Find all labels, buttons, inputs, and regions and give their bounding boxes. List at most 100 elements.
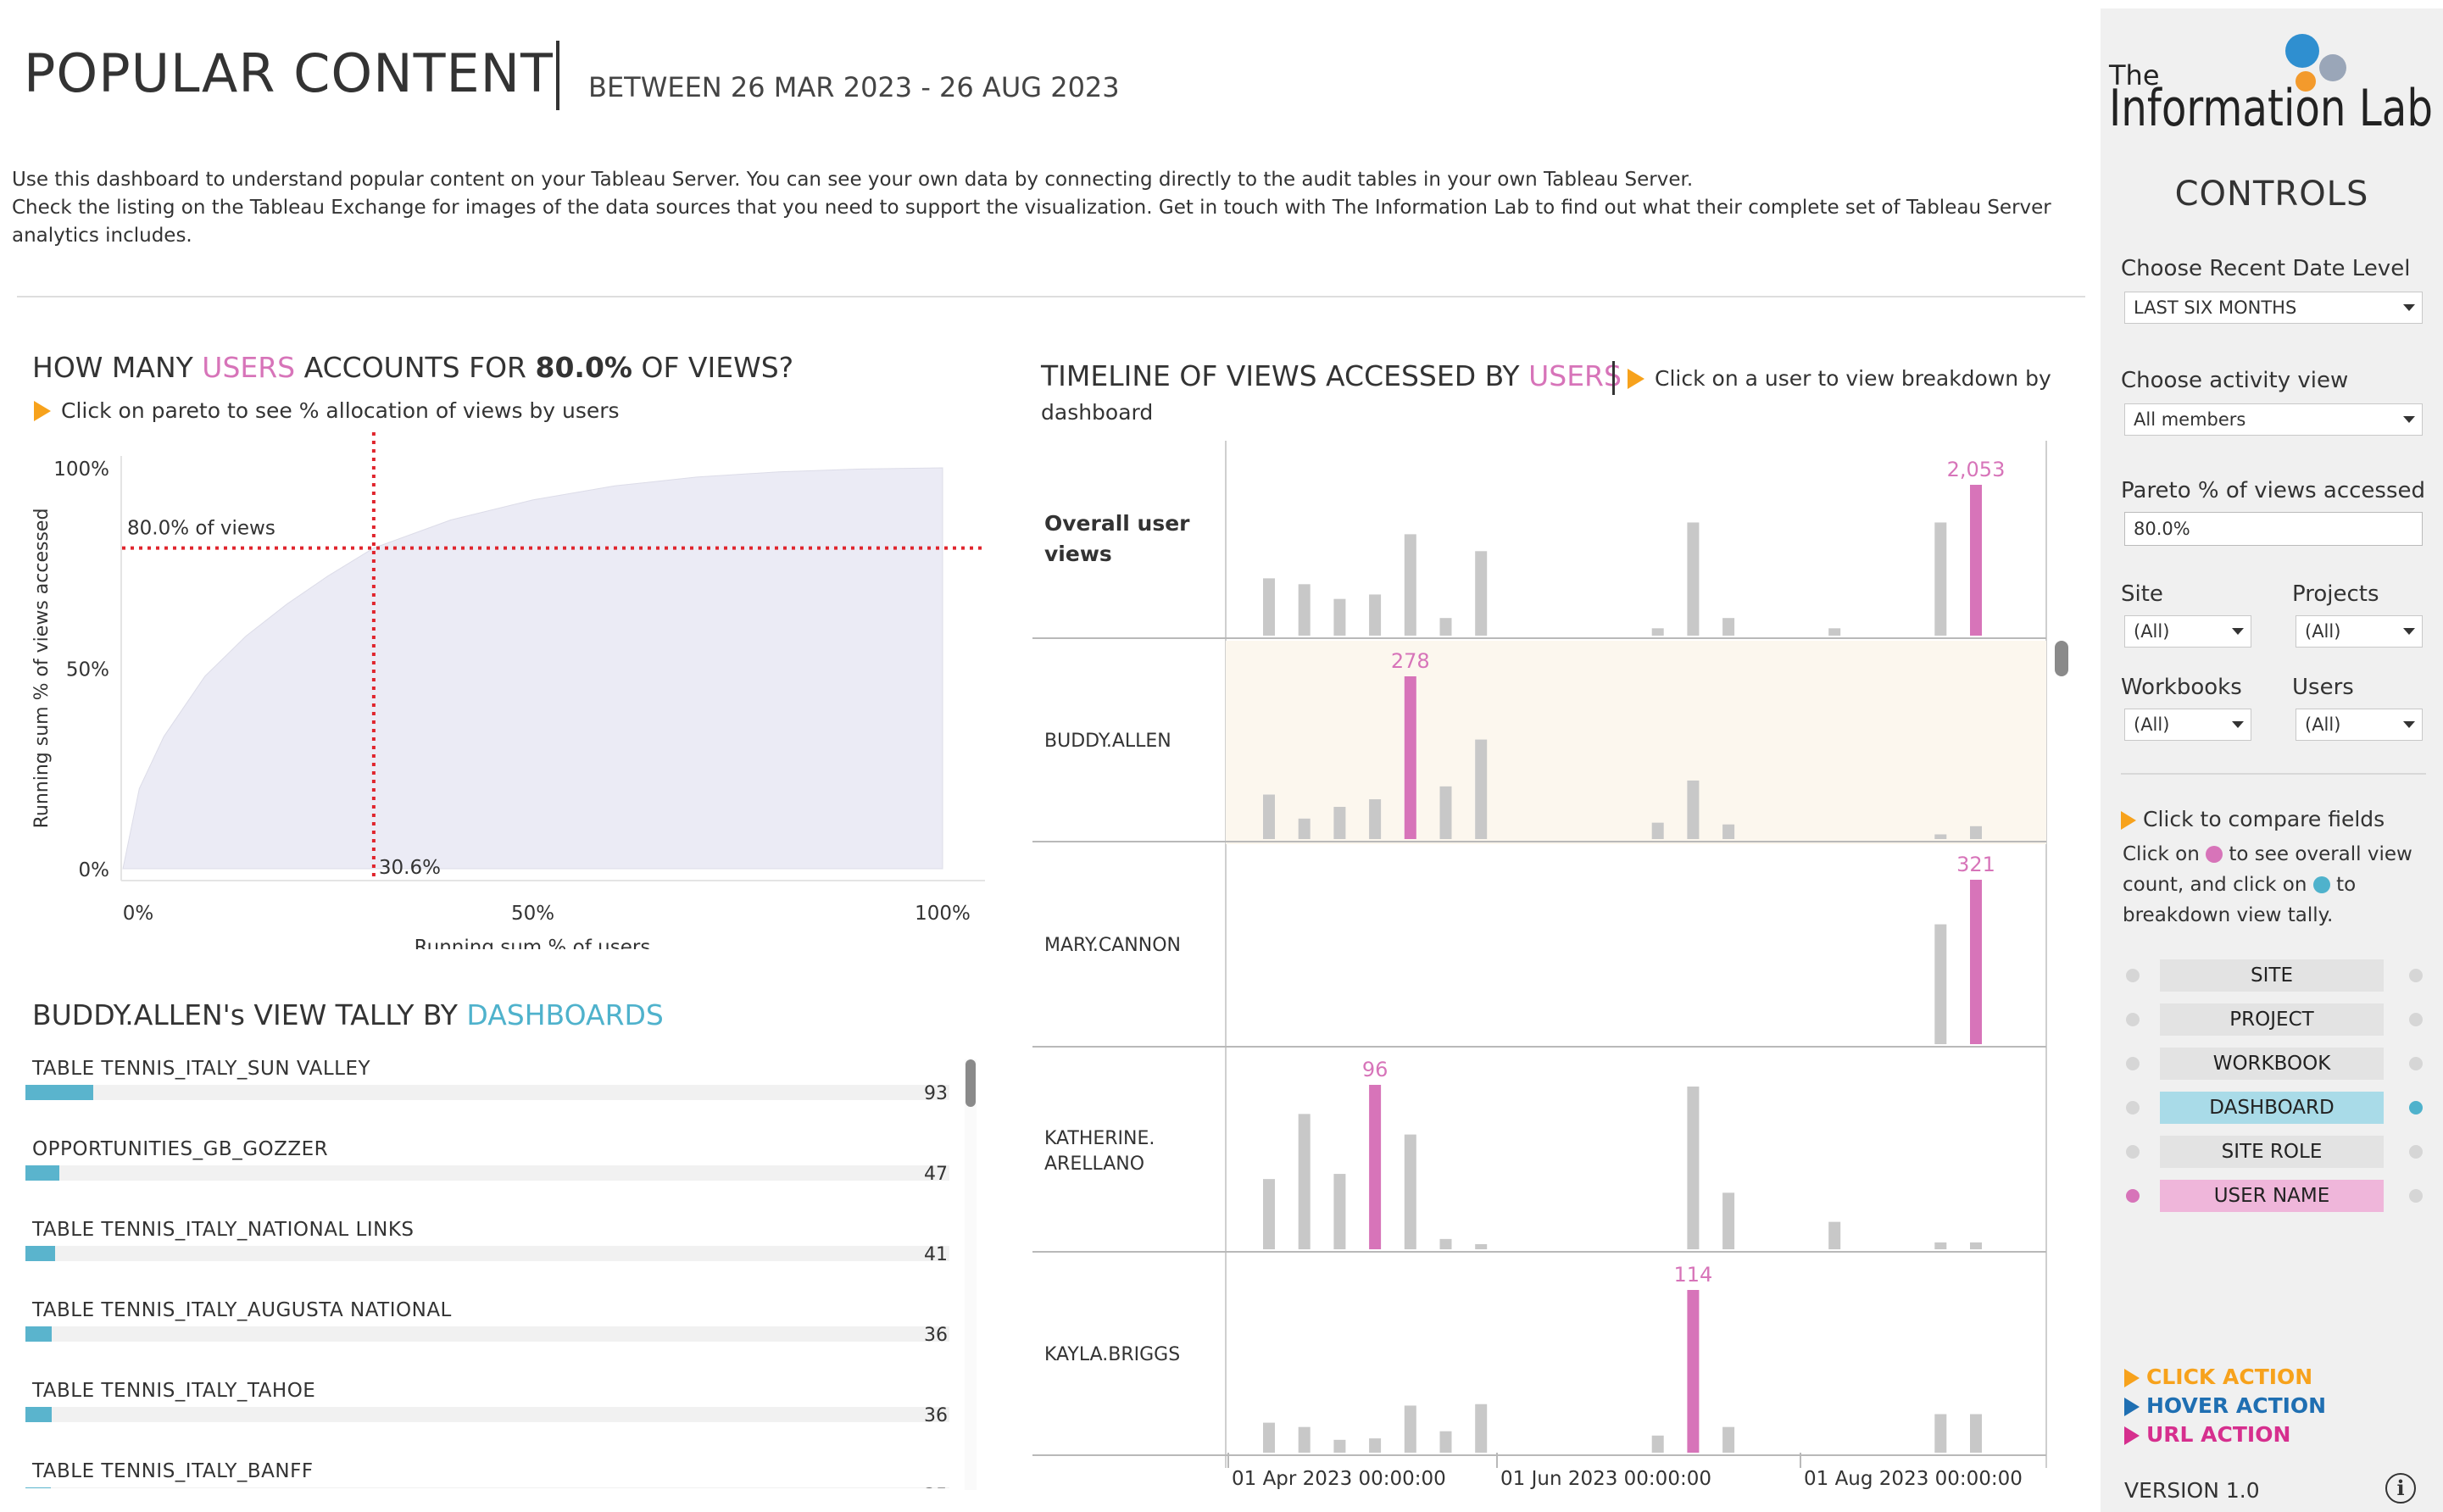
- compare-field-site-role[interactable]: SITE ROLE: [2160, 1136, 2384, 1168]
- timeline-bar-label: 2,053: [1947, 458, 2006, 481]
- timeline-bar: [1404, 1134, 1416, 1249]
- tally-value: 36: [924, 1405, 948, 1426]
- tally-list[interactable]: TABLE TENNIS_ITALY_SUN VALLEY 93 OPPORTUNI…: [24, 1058, 956, 1488]
- overall-select-dot[interactable]: [2126, 969, 2140, 982]
- projects-dropdown[interactable]: (All): [2296, 615, 2423, 648]
- users-dropdown[interactable]: (All): [2296, 709, 2423, 741]
- timeline-bar: [1439, 1431, 1452, 1453]
- compare-field-workbook[interactable]: WORKBOOK: [2160, 1048, 2384, 1080]
- overall-select-dot[interactable]: [2126, 1101, 2140, 1115]
- chevron-down-icon: [2403, 628, 2415, 635]
- timeline-bar: [1439, 618, 1452, 636]
- tally-row[interactable]: OPPORTUNITIES_GB_GOZZER 47: [24, 1138, 956, 1219]
- compare-hint-text: Click to compare fields: [2143, 807, 2385, 831]
- compare-line-3: breakdown view tally.: [2123, 904, 2334, 926]
- tally-label: TABLE TENNIS_ITALY_BANFF: [32, 1460, 314, 1482]
- timeline-bar: [1404, 1405, 1416, 1453]
- timeline-chart[interactable]: Overall user views 2,053 BUDDY.ALLEN 278 MARY…: [1032, 441, 2070, 1497]
- intro-line-1: Use this dashboard to understand popular…: [12, 169, 1694, 191]
- pareto-title-pct: 80.0%: [535, 351, 632, 384]
- timeline-bar: [1934, 1414, 1947, 1453]
- hover-action-icon: [2124, 1398, 2140, 1416]
- pareto-hint: Click on pareto to see % allocation of v…: [34, 398, 620, 423]
- tally-row[interactable]: TABLE TENNIS_ITALY_SUN VALLEY 93: [24, 1058, 956, 1138]
- timeline-bar: [1722, 1192, 1735, 1249]
- overall-select-dot[interactable]: [2126, 1013, 2140, 1026]
- pareto-area: [122, 467, 943, 870]
- breakdown-select-dot[interactable]: [2409, 969, 2423, 982]
- date-level-dropdown[interactable]: LAST SIX MONTHS: [2124, 292, 2423, 324]
- intro-text: Use this dashboard to understand popular…: [12, 166, 2106, 250]
- timeline-bar: [1934, 924, 1947, 1044]
- tally-scrollbar-track[interactable]: [965, 1059, 977, 1490]
- pareto-ref-label-views: 80.0% of views: [127, 518, 275, 540]
- pareto-chart[interactable]: 80.0% of views 30.6% 100% 50% 0% 0% 50% 100% Run…: [17, 432, 1000, 949]
- chevron-down-icon: [2232, 721, 2244, 728]
- workbooks-value: (All): [2134, 714, 2170, 735]
- info-icon[interactable]: i: [2385, 1473, 2416, 1504]
- timeline-bar-label: 321: [1956, 853, 1995, 876]
- timeline-bar: [1828, 1221, 1841, 1249]
- breakdown-select-dot[interactable]: [2409, 1189, 2423, 1203]
- controls-sidebar: [2101, 8, 2443, 1512]
- tally-bar: [25, 1085, 93, 1100]
- site-dropdown[interactable]: (All): [2124, 615, 2251, 648]
- tally-row[interactable]: TABLE TENNIS_ITALY_NATIONAL LINKS 41: [24, 1219, 956, 1299]
- legend-url-action: URL ACTION: [2124, 1422, 2290, 1447]
- pareto-y-label: Running sum % of views accessed: [31, 509, 53, 829]
- version-label: VERSION 1.0: [2124, 1478, 2260, 1503]
- breakdown-select-dot[interactable]: [2409, 1101, 2423, 1115]
- timeline-bar: [1722, 1426, 1735, 1453]
- workbooks-dropdown[interactable]: (All): [2124, 709, 2251, 741]
- timeline-bar-label: 278: [1391, 649, 1430, 673]
- tally-row[interactable]: TABLE TENNIS_ITALY_AUGUSTA NATIONAL 36: [24, 1299, 956, 1380]
- overall-select-dot[interactable]: [2126, 1189, 2140, 1203]
- tally-track: [25, 1407, 949, 1422]
- timeline-scrollbar-thumb[interactable]: [2055, 641, 2068, 676]
- users-value: (All): [2305, 714, 2341, 735]
- tally-scrollbar-thumb[interactable]: [966, 1059, 976, 1107]
- click-action-icon: [1628, 369, 1644, 389]
- information-lab-logo: The Information Lab: [2108, 34, 2433, 136]
- controls-title: CONTROLS: [2174, 175, 2369, 214]
- pareto-pct-input[interactable]: 80.0%: [2124, 512, 2423, 546]
- timeline-hint-text: Click on a user to view breakdown by: [1655, 366, 2051, 391]
- pareto-x-tick: 50%: [511, 903, 554, 925]
- timeline-bar: [1333, 598, 1346, 636]
- compare-field-project[interactable]: PROJECT: [2160, 1003, 2384, 1036]
- chevron-down-icon: [2403, 721, 2415, 728]
- breakdown-select-dot[interactable]: [2409, 1013, 2423, 1026]
- compare-field-user-name[interactable]: USER NAME: [2160, 1180, 2384, 1212]
- timeline-bar: [1722, 618, 1735, 636]
- timeline-bar: [1722, 824, 1735, 839]
- logo-dot-gray: [2319, 54, 2346, 81]
- legend-hover-action: HOVER ACTION: [2124, 1393, 2326, 1418]
- compare-field-site[interactable]: SITE: [2160, 959, 2384, 992]
- legend-click-text: CLICK ACTION: [2146, 1365, 2313, 1389]
- compare-field-dashboard[interactable]: DASHBOARD: [2160, 1092, 2384, 1124]
- timeline-row-label: KATHERINE.: [1044, 1128, 1155, 1149]
- date-level-label: Choose Recent Date Level: [2121, 256, 2411, 281]
- timeline-bar: [1651, 822, 1664, 839]
- tally-row[interactable]: TABLE TENNIS_ITALY_TAHOE 36: [24, 1380, 956, 1460]
- pareto-title-users: USERS: [202, 351, 296, 384]
- activity-dropdown[interactable]: All members: [2124, 403, 2423, 436]
- timeline-bar: [1934, 1242, 1947, 1249]
- pareto-y-tick: 50%: [66, 659, 109, 681]
- tally-label: TABLE TENNIS_ITALY_TAHOE: [32, 1380, 316, 1402]
- breakdown-select-dot[interactable]: [2409, 1057, 2423, 1070]
- timeline-bar: [1828, 628, 1841, 636]
- overall-select-dot[interactable]: [2126, 1145, 2140, 1159]
- timeline-hint-link[interactable]: dashboard: [1041, 400, 1154, 425]
- tally-track: [25, 1246, 949, 1261]
- workbooks-label: Workbooks: [2121, 675, 2242, 700]
- timeline-bar: [1475, 1404, 1488, 1453]
- overall-select-dot[interactable]: [2126, 1057, 2140, 1070]
- pareto-hint-text: Click on pareto to see % allocation of v…: [61, 398, 620, 423]
- timeline-bar: [1298, 818, 1311, 839]
- breakdown-select-dot[interactable]: [2409, 1145, 2423, 1159]
- timeline-row-label: MARY.CANNON: [1044, 935, 1181, 956]
- tally-row[interactable]: TABLE TENNIS_ITALY_BANFF 35: [24, 1460, 956, 1488]
- timeline-title-pre: TIMELINE OF VIEWS ACCESSED BY: [1041, 359, 1529, 392]
- timeline-bar: [1934, 834, 1947, 839]
